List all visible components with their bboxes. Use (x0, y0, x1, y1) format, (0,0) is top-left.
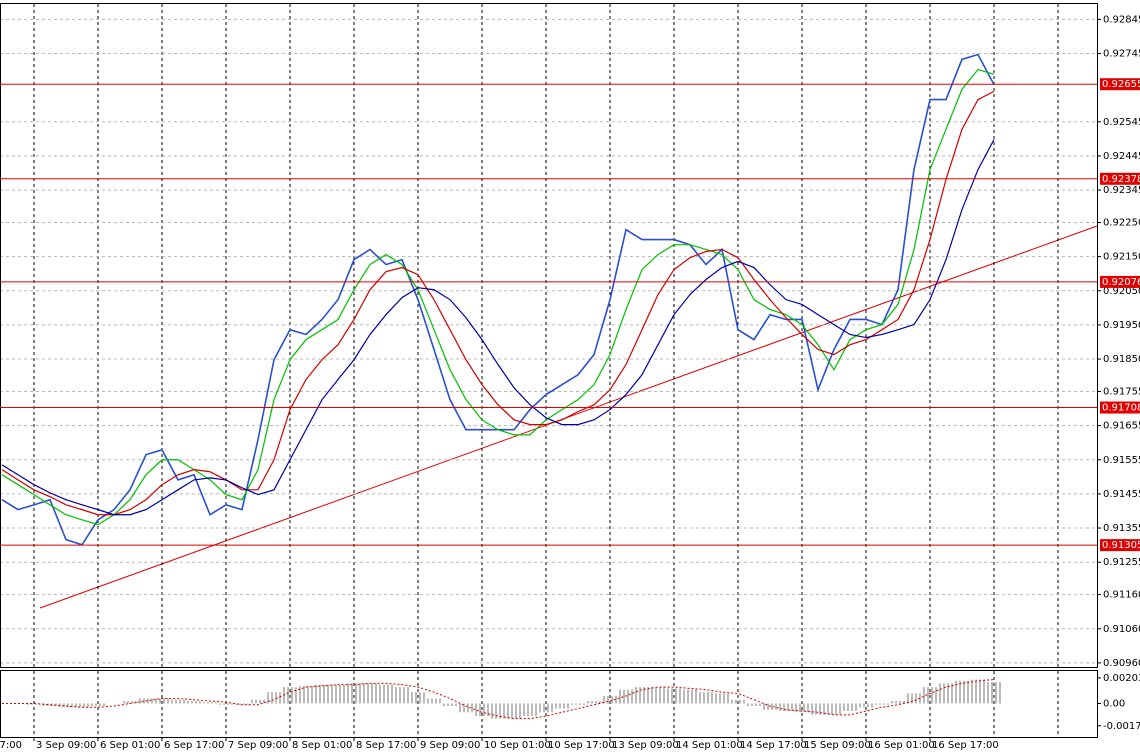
y-tick-label: 0.92845 (1103, 14, 1140, 25)
x-tick-label: 15 Sep 09:00 (804, 740, 871, 751)
level-label: 0.91305 (1102, 540, 1140, 551)
x-tick-label: 13 Sep 09:00 (612, 740, 679, 751)
x-tick-label: 8 Sep 01:00 (292, 740, 352, 751)
x-tick-label: 3 Sep 09:00 (36, 740, 96, 751)
y-tick-label: 0.91455 (1103, 489, 1140, 500)
signal-line (2, 679, 995, 720)
x-tick-label: 7 Sep 09:00 (228, 740, 288, 751)
level-label: 0.92378 (1102, 174, 1140, 185)
x-tick-label: 6 Sep 01:00 (100, 740, 160, 751)
series-line (1, 139, 995, 516)
x-tick-label: 8 Sep 17:00 (356, 740, 416, 751)
x-tick-label: 10 Sep 17:00 (548, 740, 615, 751)
y-tick-label: 0.91555 (1103, 455, 1140, 466)
x-tick-label: 14 Sep 17:00 (740, 740, 807, 751)
y-tick-label: 0.002035 (1103, 673, 1140, 684)
x-tick-label: 16 Sep 01:00 (868, 740, 935, 751)
x-tick-label: 6 Sep 17:00 (164, 740, 224, 751)
series-line (1, 90, 995, 516)
level-label-box (1100, 539, 1140, 552)
x-tick-label: 9 Sep 09:00 (420, 740, 480, 751)
level-label: 0.92655 (1102, 79, 1140, 90)
x-tick-label: 14 Sep 01:00 (676, 740, 743, 751)
y-tick-label: 0.91755 (1103, 386, 1140, 397)
y-tick-label: 0.91655 (1103, 421, 1140, 432)
y-tick-label: 0.92445 (1103, 151, 1140, 162)
y-tick-label: 0.91355 (1103, 523, 1140, 534)
y-tick-label: 0.91255 (1103, 557, 1140, 568)
level-label-box (1100, 275, 1140, 288)
y-tick-label: -0.00177 (1103, 721, 1140, 732)
y-tick-label: 0.92545 (1103, 117, 1140, 128)
x-tick-label: 17:00 (0, 740, 22, 751)
x-tick-label: 10 Sep 01:00 (484, 740, 551, 751)
y-tick-label: 0.00 (1103, 698, 1125, 709)
level-label: 0.92076 (1102, 277, 1140, 288)
level-label: 0.91708 (1102, 403, 1140, 414)
level-label-box (1100, 172, 1140, 185)
series-line (1, 68, 995, 526)
level-label-box (1100, 401, 1140, 414)
y-tick-label: 0.92345 (1103, 185, 1140, 196)
x-tick-label: 16 Sep 17:00 (932, 740, 999, 751)
oscillator-frame (0, 670, 1098, 738)
level-label-box (1100, 78, 1140, 91)
main-frame (0, 3, 1098, 668)
y-tick-label: 0.92745 (1103, 49, 1140, 60)
